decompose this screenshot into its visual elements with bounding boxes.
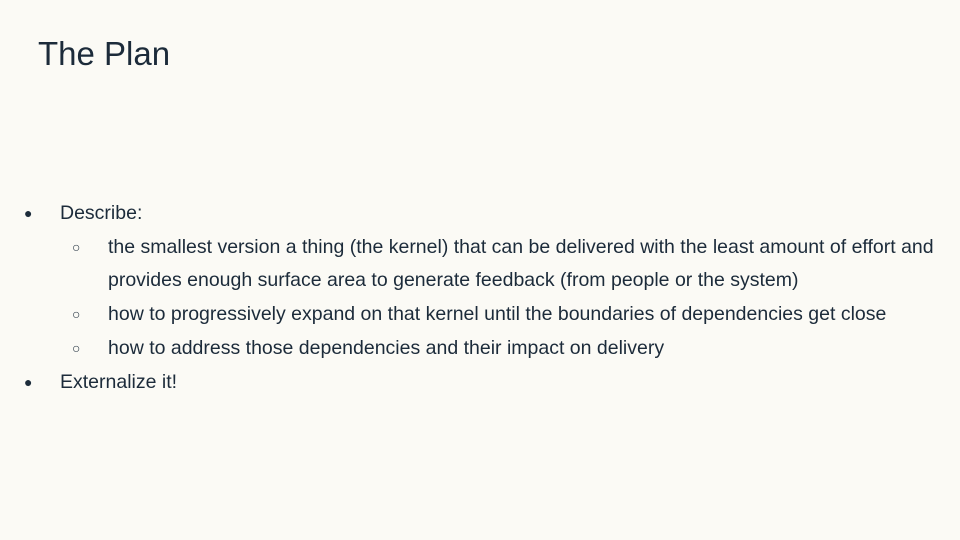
sub-bullet-text: how to progressively expand on that kern… — [108, 303, 887, 326]
bullet-text: Describe: — [60, 202, 143, 224]
sub-bullet-text: how to address those dependencies and th… — [108, 336, 665, 359]
filled-bullet-icon: ● — [24, 373, 33, 390]
bullet-externalize: ● Externalize it! — [0, 366, 960, 400]
sub-bullet-text: the smallest version a thing (the kernel… — [108, 235, 934, 292]
bullet-text: Externalize it! — [60, 370, 178, 393]
sub-bullet-expand: ○ how to progressively expand on that ke… — [0, 298, 960, 332]
bullet-describe: ● Describe: — [0, 197, 960, 231]
sub-bullet-kernel: ○ the smallest version a thing (the kern… — [0, 231, 960, 298]
hollow-bullet-icon: ○ — [72, 238, 81, 255]
sub-bullet-dependencies: ○ how to address those dependencies and … — [0, 332, 960, 366]
filled-bullet-icon: ● — [24, 205, 33, 221]
hollow-bullet-icon: ○ — [72, 306, 81, 323]
slide-body: ● Describe: ○ the smallest version a thi… — [0, 197, 960, 399]
hollow-bullet-icon: ○ — [72, 339, 81, 356]
slide-title: The Plan — [38, 35, 171, 72]
